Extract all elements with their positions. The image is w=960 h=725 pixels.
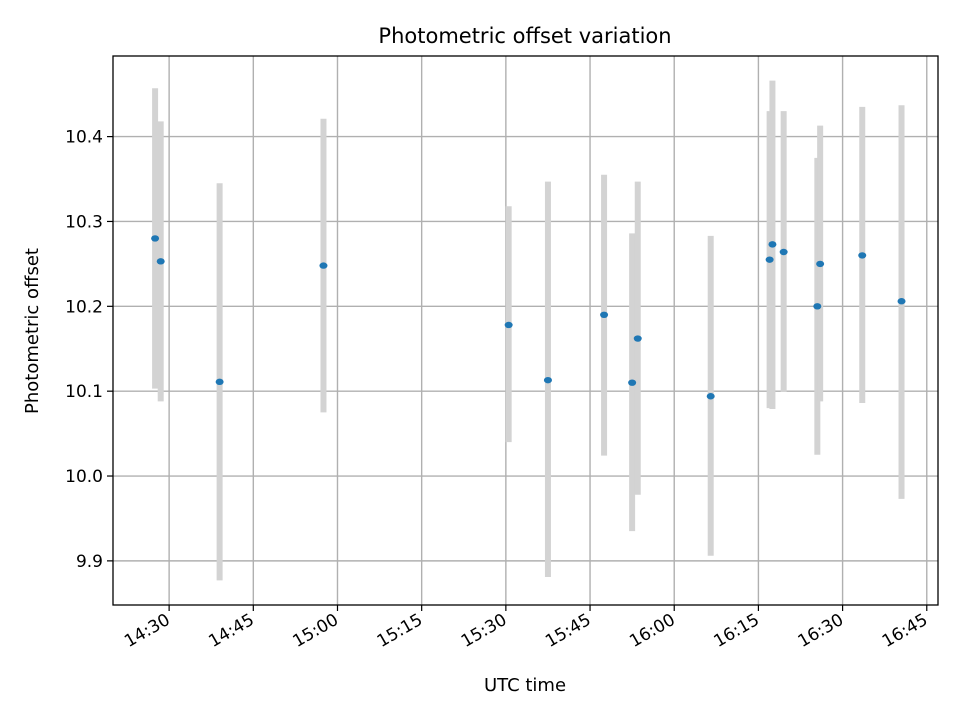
x-tick-label: 16:30 xyxy=(795,610,847,652)
y-axis-label: Photometric offset xyxy=(22,248,43,414)
x-tick-label: 16:15 xyxy=(710,610,762,652)
x-tick-label: 15:15 xyxy=(374,610,426,652)
y-tick-label: 10.0 xyxy=(65,467,103,487)
x-tick-label: 16:45 xyxy=(879,610,931,652)
chart-title: Photometric offset variation xyxy=(378,24,671,48)
data-point xyxy=(816,260,825,268)
data-point xyxy=(765,256,774,263)
data-point xyxy=(768,241,777,248)
y-tick-label: 9.9 xyxy=(76,552,103,572)
x-tick-label: 14:30 xyxy=(121,610,173,652)
y-tick-layer: 9.9 10.0 10.1 10.2 10.3 10.4 xyxy=(65,128,113,572)
data-point xyxy=(151,235,160,242)
data-point xyxy=(543,376,552,384)
x-tick-label: 16:00 xyxy=(626,610,678,652)
data-point xyxy=(156,258,165,265)
y-tick-label: 10.1 xyxy=(65,382,103,402)
error-bar-layer xyxy=(152,80,905,581)
data-point xyxy=(628,379,637,386)
data-point xyxy=(319,262,328,269)
data-point xyxy=(215,378,224,386)
data-point xyxy=(779,248,788,256)
x-tick-layer: 14:30 14:45 15:00 15:15 15:30 15:45 16:00 16:15… xyxy=(121,605,931,652)
data-point xyxy=(706,393,715,400)
x-tick-label: 15:00 xyxy=(290,610,342,652)
data-point xyxy=(633,335,642,342)
y-tick-label: 10.4 xyxy=(65,128,103,148)
grid-layer xyxy=(113,56,938,605)
data-point xyxy=(813,303,822,310)
plot-frame xyxy=(112,55,939,606)
data-point xyxy=(504,321,513,329)
x-axis-label: UTC time xyxy=(484,675,566,696)
marker-layer xyxy=(151,235,906,400)
data-point xyxy=(858,252,867,259)
data-point xyxy=(897,298,906,305)
x-tick-label: 15:45 xyxy=(542,610,594,652)
x-tick-label: 14:45 xyxy=(205,610,257,652)
y-tick-label: 10.2 xyxy=(65,297,103,317)
x-tick-label: 15:30 xyxy=(458,610,510,652)
y-tick-label: 10.3 xyxy=(65,212,103,232)
data-point xyxy=(600,311,609,319)
